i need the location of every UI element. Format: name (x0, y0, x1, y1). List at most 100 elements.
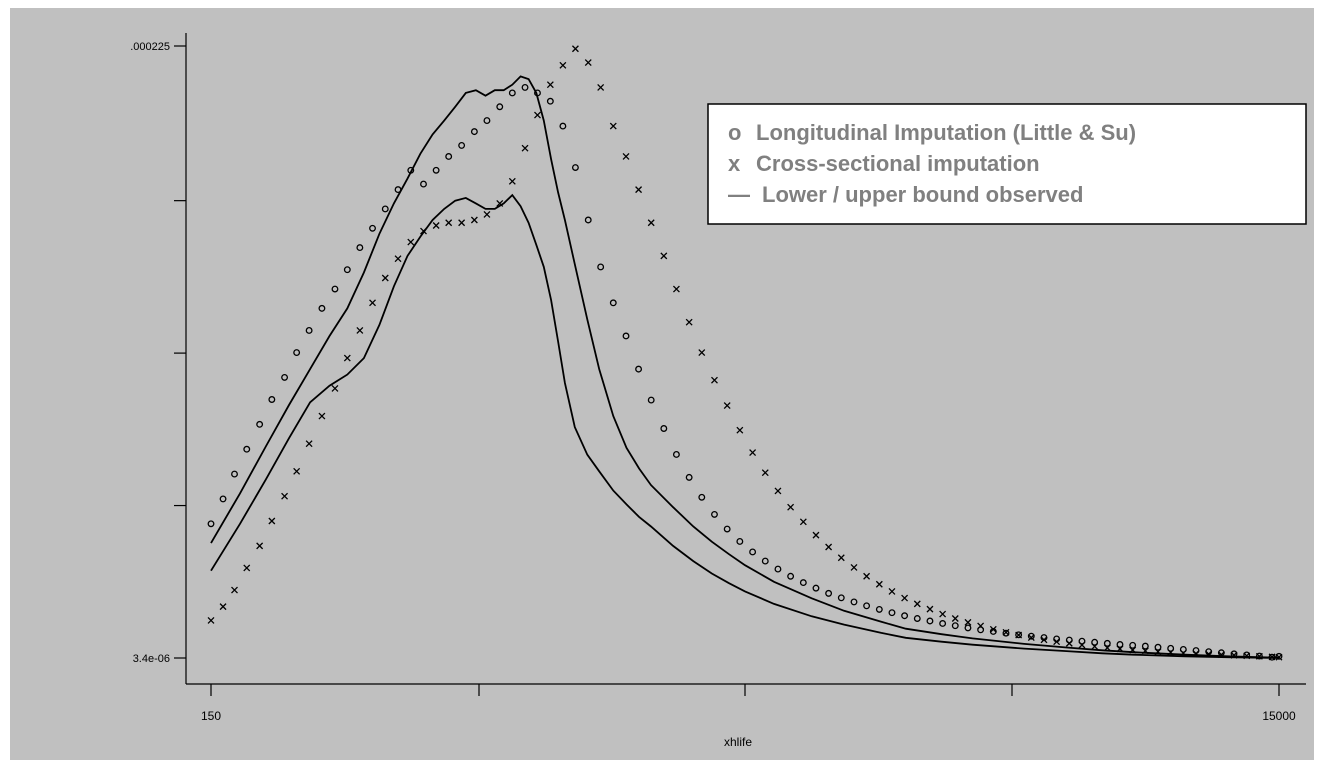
data-point-longitudinal (256, 420, 264, 428)
data-point-longitudinal (445, 153, 453, 160)
data-point-cross-sectional (1065, 639, 1073, 647)
data-point-longitudinal (521, 83, 529, 91)
data-point-longitudinal (571, 164, 579, 171)
data-point-cross-sectional (571, 45, 579, 53)
data-point-cross-sectional (219, 603, 227, 611)
data-point-longitudinal (1091, 638, 1099, 646)
data-point-longitudinal (1103, 639, 1111, 647)
data-point-cross-sectional (534, 111, 541, 119)
y-tick-label: .000225 (130, 41, 170, 53)
legend-entry-label: Longitudinal Imputation (Little & Su) (756, 120, 1136, 145)
data-point-cross-sectional (256, 542, 264, 550)
data-point-cross-sectional (787, 503, 795, 511)
data-point-longitudinal (559, 122, 567, 130)
legend-box (707, 103, 1307, 225)
data-point-longitudinal (207, 520, 215, 528)
y-tick-label: 3.4e-06 (133, 653, 170, 665)
data-point-cross-sectional (685, 318, 693, 326)
data-point-cross-sectional (470, 216, 478, 224)
data-point-cross-sectional (231, 586, 238, 594)
data-point-cross-sectional (837, 554, 845, 562)
data-point-longitudinal (1015, 631, 1023, 639)
data-point-longitudinal (1141, 642, 1149, 650)
data-point-longitudinal (243, 445, 251, 453)
data-point-longitudinal (1078, 637, 1086, 645)
data-point-cross-sectional (977, 622, 985, 630)
data-point-cross-sectional (207, 616, 215, 624)
data-point-longitudinal (609, 299, 617, 307)
data-point-longitudinal (496, 103, 504, 111)
data-point-longitudinal (1116, 641, 1124, 648)
data-point-longitudinal (723, 525, 731, 533)
data-point-cross-sectional (546, 81, 554, 89)
data-point-cross-sectional (356, 326, 364, 334)
data-point-cross-sectional (305, 440, 313, 448)
data-point-longitudinal (736, 538, 744, 545)
data-point-cross-sectional (343, 354, 351, 362)
bound-line-3 (210, 193, 1280, 659)
data-point-cross-sectional (331, 384, 339, 392)
data-point-longitudinal (1167, 644, 1175, 652)
data-point-cross-sectional (825, 543, 833, 551)
data-point-cross-sectional (951, 615, 959, 622)
data-point-longitudinal (888, 609, 896, 617)
data-point-cross-sectional (394, 255, 402, 263)
data-point-longitudinal (749, 548, 757, 556)
data-point-cross-sectional (774, 487, 782, 495)
data-point-longitudinal (647, 396, 655, 404)
data-point-longitudinal (660, 425, 668, 432)
data-point-cross-sectional (723, 402, 731, 410)
data-point-cross-sectional (584, 59, 592, 67)
data-point-cross-sectional (964, 618, 972, 626)
data-point-cross-sectional (483, 211, 491, 218)
bound-line-2 (210, 75, 1280, 659)
data-point-cross-sectional (863, 572, 871, 580)
data-point-longitudinal (774, 565, 782, 573)
legend-entry-label: Lower / upper bound observed (762, 182, 1083, 207)
data-point-cross-sectional (761, 469, 769, 477)
data-point-longitudinal (1002, 629, 1010, 637)
data-point-longitudinal (711, 510, 718, 518)
data-point-cross-sectional (521, 144, 529, 152)
data-point-longitudinal (850, 598, 858, 606)
data-point-cross-sectional (913, 600, 921, 608)
data-point-cross-sectional (812, 531, 820, 539)
data-point-cross-sectional (749, 449, 757, 456)
data-point-longitudinal (546, 97, 554, 105)
data-point-cross-sectional (888, 587, 896, 595)
data-point-longitudinal (698, 493, 706, 501)
data-point-cross-sectional (458, 219, 466, 227)
data-point-longitudinal (343, 266, 351, 274)
data-point-cross-sectional (647, 219, 655, 227)
data-point-cross-sectional (660, 252, 668, 260)
data-point-longitudinal (901, 612, 909, 620)
data-point-cross-sectional (381, 274, 389, 282)
data-point-longitudinal (863, 602, 871, 610)
data-point-cross-sectional (939, 610, 947, 618)
data-point-cross-sectional (875, 580, 883, 588)
data-point-longitudinal (508, 89, 516, 97)
data-point-cross-sectional (736, 426, 744, 434)
x-axis-label: xhlife (724, 735, 752, 749)
data-point-cross-sectional (508, 177, 516, 185)
data-point-cross-sectional (1040, 636, 1048, 644)
data-point-longitudinal (219, 495, 227, 503)
data-point-longitudinal (1154, 643, 1162, 651)
data-point-cross-sectional (901, 594, 909, 602)
legend-symbol: — (728, 182, 750, 207)
data-point-longitudinal (875, 605, 883, 613)
data-point-cross-sectional (281, 492, 289, 500)
data-point-cross-sectional (926, 605, 934, 613)
data-point-longitudinal (799, 579, 807, 587)
data-point-cross-sectional (1091, 642, 1099, 650)
data-point-longitudinal (926, 617, 934, 625)
x-tick-label: 150 (201, 709, 221, 723)
data-point-longitudinal (369, 224, 376, 232)
data-point-longitudinal (1255, 652, 1263, 660)
data-point-longitudinal (1129, 641, 1137, 649)
data-point-longitudinal (951, 622, 959, 630)
data-point-longitudinal (837, 594, 845, 602)
data-point-cross-sectional (293, 467, 301, 475)
